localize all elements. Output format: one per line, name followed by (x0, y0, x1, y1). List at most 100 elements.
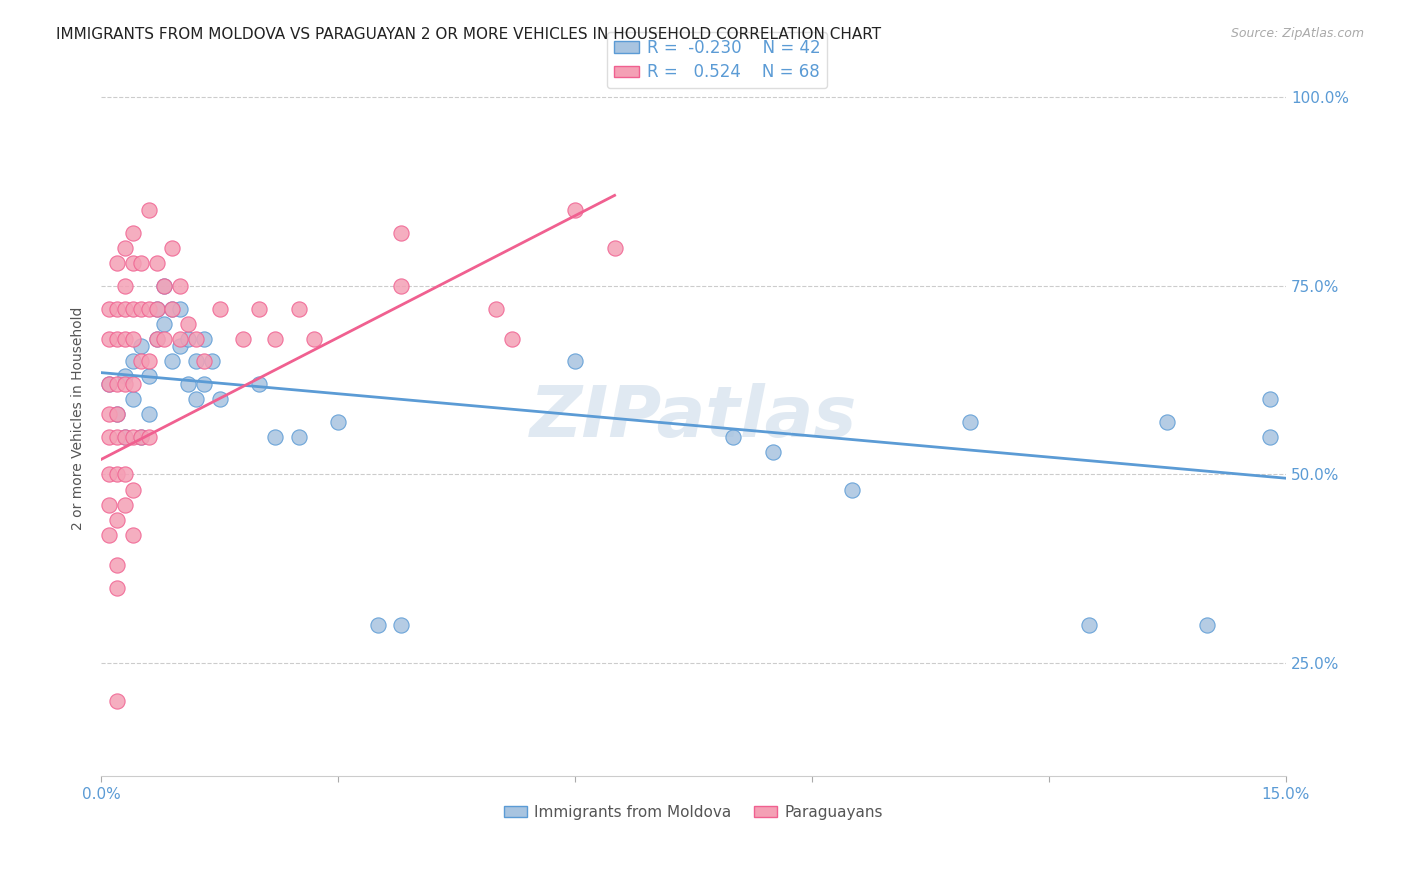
Point (114, 376, 136, 391)
Point (169, 332, 191, 346)
Point (264, 332, 287, 346)
Point (153, 317, 176, 331)
Point (121, 483, 143, 497)
Point (138, 407, 160, 421)
Point (564, 203, 586, 218)
Point (208, 392, 231, 406)
Point (162, 301, 184, 316)
Point (138, 369, 160, 384)
Point (105, 376, 128, 391)
Point (201, 354, 224, 368)
Point (145, 256, 167, 270)
Point (603, 241, 626, 255)
Point (145, 332, 167, 346)
Text: ZIPatlas: ZIPatlas (530, 384, 858, 452)
Point (761, 445, 783, 459)
Point (105, 407, 128, 421)
Point (287, 430, 309, 444)
Point (121, 354, 143, 368)
Point (105, 513, 128, 527)
Point (145, 301, 167, 316)
Point (114, 430, 136, 444)
Point (389, 618, 412, 632)
Point (98, 376, 121, 391)
Point (193, 354, 215, 368)
Point (105, 467, 128, 482)
Point (501, 332, 523, 346)
Point (389, 226, 412, 240)
Point (114, 467, 136, 482)
Point (389, 278, 412, 293)
Point (169, 301, 191, 316)
Point (98, 528, 121, 542)
Point (121, 256, 143, 270)
Point (121, 430, 143, 444)
Point (959, 415, 981, 429)
Point (1195, 618, 1218, 632)
Point (138, 301, 160, 316)
Point (105, 694, 128, 708)
Y-axis label: 2 or more Vehicles in Household: 2 or more Vehicles in Household (72, 306, 86, 530)
Point (841, 483, 863, 497)
Point (121, 392, 143, 406)
Point (193, 332, 215, 346)
Point (105, 256, 128, 270)
Point (145, 301, 167, 316)
Point (105, 430, 128, 444)
Point (177, 376, 200, 391)
Point (114, 301, 136, 316)
Point (121, 226, 143, 240)
Point (264, 430, 287, 444)
Point (169, 339, 191, 353)
Point (114, 369, 136, 384)
Point (98, 407, 121, 421)
Point (1258, 392, 1281, 406)
Point (98, 301, 121, 316)
Point (169, 278, 191, 293)
Point (304, 332, 326, 346)
Point (162, 354, 184, 368)
Point (98, 376, 121, 391)
Point (121, 376, 143, 391)
Point (114, 278, 136, 293)
Point (105, 301, 128, 316)
Point (129, 301, 152, 316)
Point (721, 430, 744, 444)
Point (138, 203, 160, 218)
Point (105, 407, 128, 421)
Point (208, 301, 231, 316)
Point (247, 301, 270, 316)
Point (105, 558, 128, 572)
Point (153, 278, 176, 293)
Point (129, 430, 152, 444)
Point (98, 467, 121, 482)
Text: Source: ZipAtlas.com: Source: ZipAtlas.com (1230, 27, 1364, 40)
Legend: Immigrants from Moldova, Paraguayans: Immigrants from Moldova, Paraguayans (498, 798, 890, 826)
Point (193, 376, 215, 391)
Point (287, 301, 309, 316)
Point (564, 354, 586, 368)
Point (177, 317, 200, 331)
Point (247, 376, 270, 391)
Point (485, 301, 508, 316)
Point (105, 581, 128, 595)
Point (129, 354, 152, 368)
Point (121, 528, 143, 542)
Point (184, 332, 207, 346)
Point (114, 430, 136, 444)
Point (177, 332, 200, 346)
Point (121, 301, 143, 316)
Point (114, 498, 136, 512)
Point (162, 301, 184, 316)
Point (162, 241, 184, 255)
Point (98, 332, 121, 346)
Point (328, 415, 350, 429)
Point (105, 332, 128, 346)
Point (114, 332, 136, 346)
Point (114, 241, 136, 255)
Point (367, 618, 389, 632)
Point (129, 339, 152, 353)
Point (184, 354, 207, 368)
Point (98, 498, 121, 512)
Point (1156, 415, 1178, 429)
